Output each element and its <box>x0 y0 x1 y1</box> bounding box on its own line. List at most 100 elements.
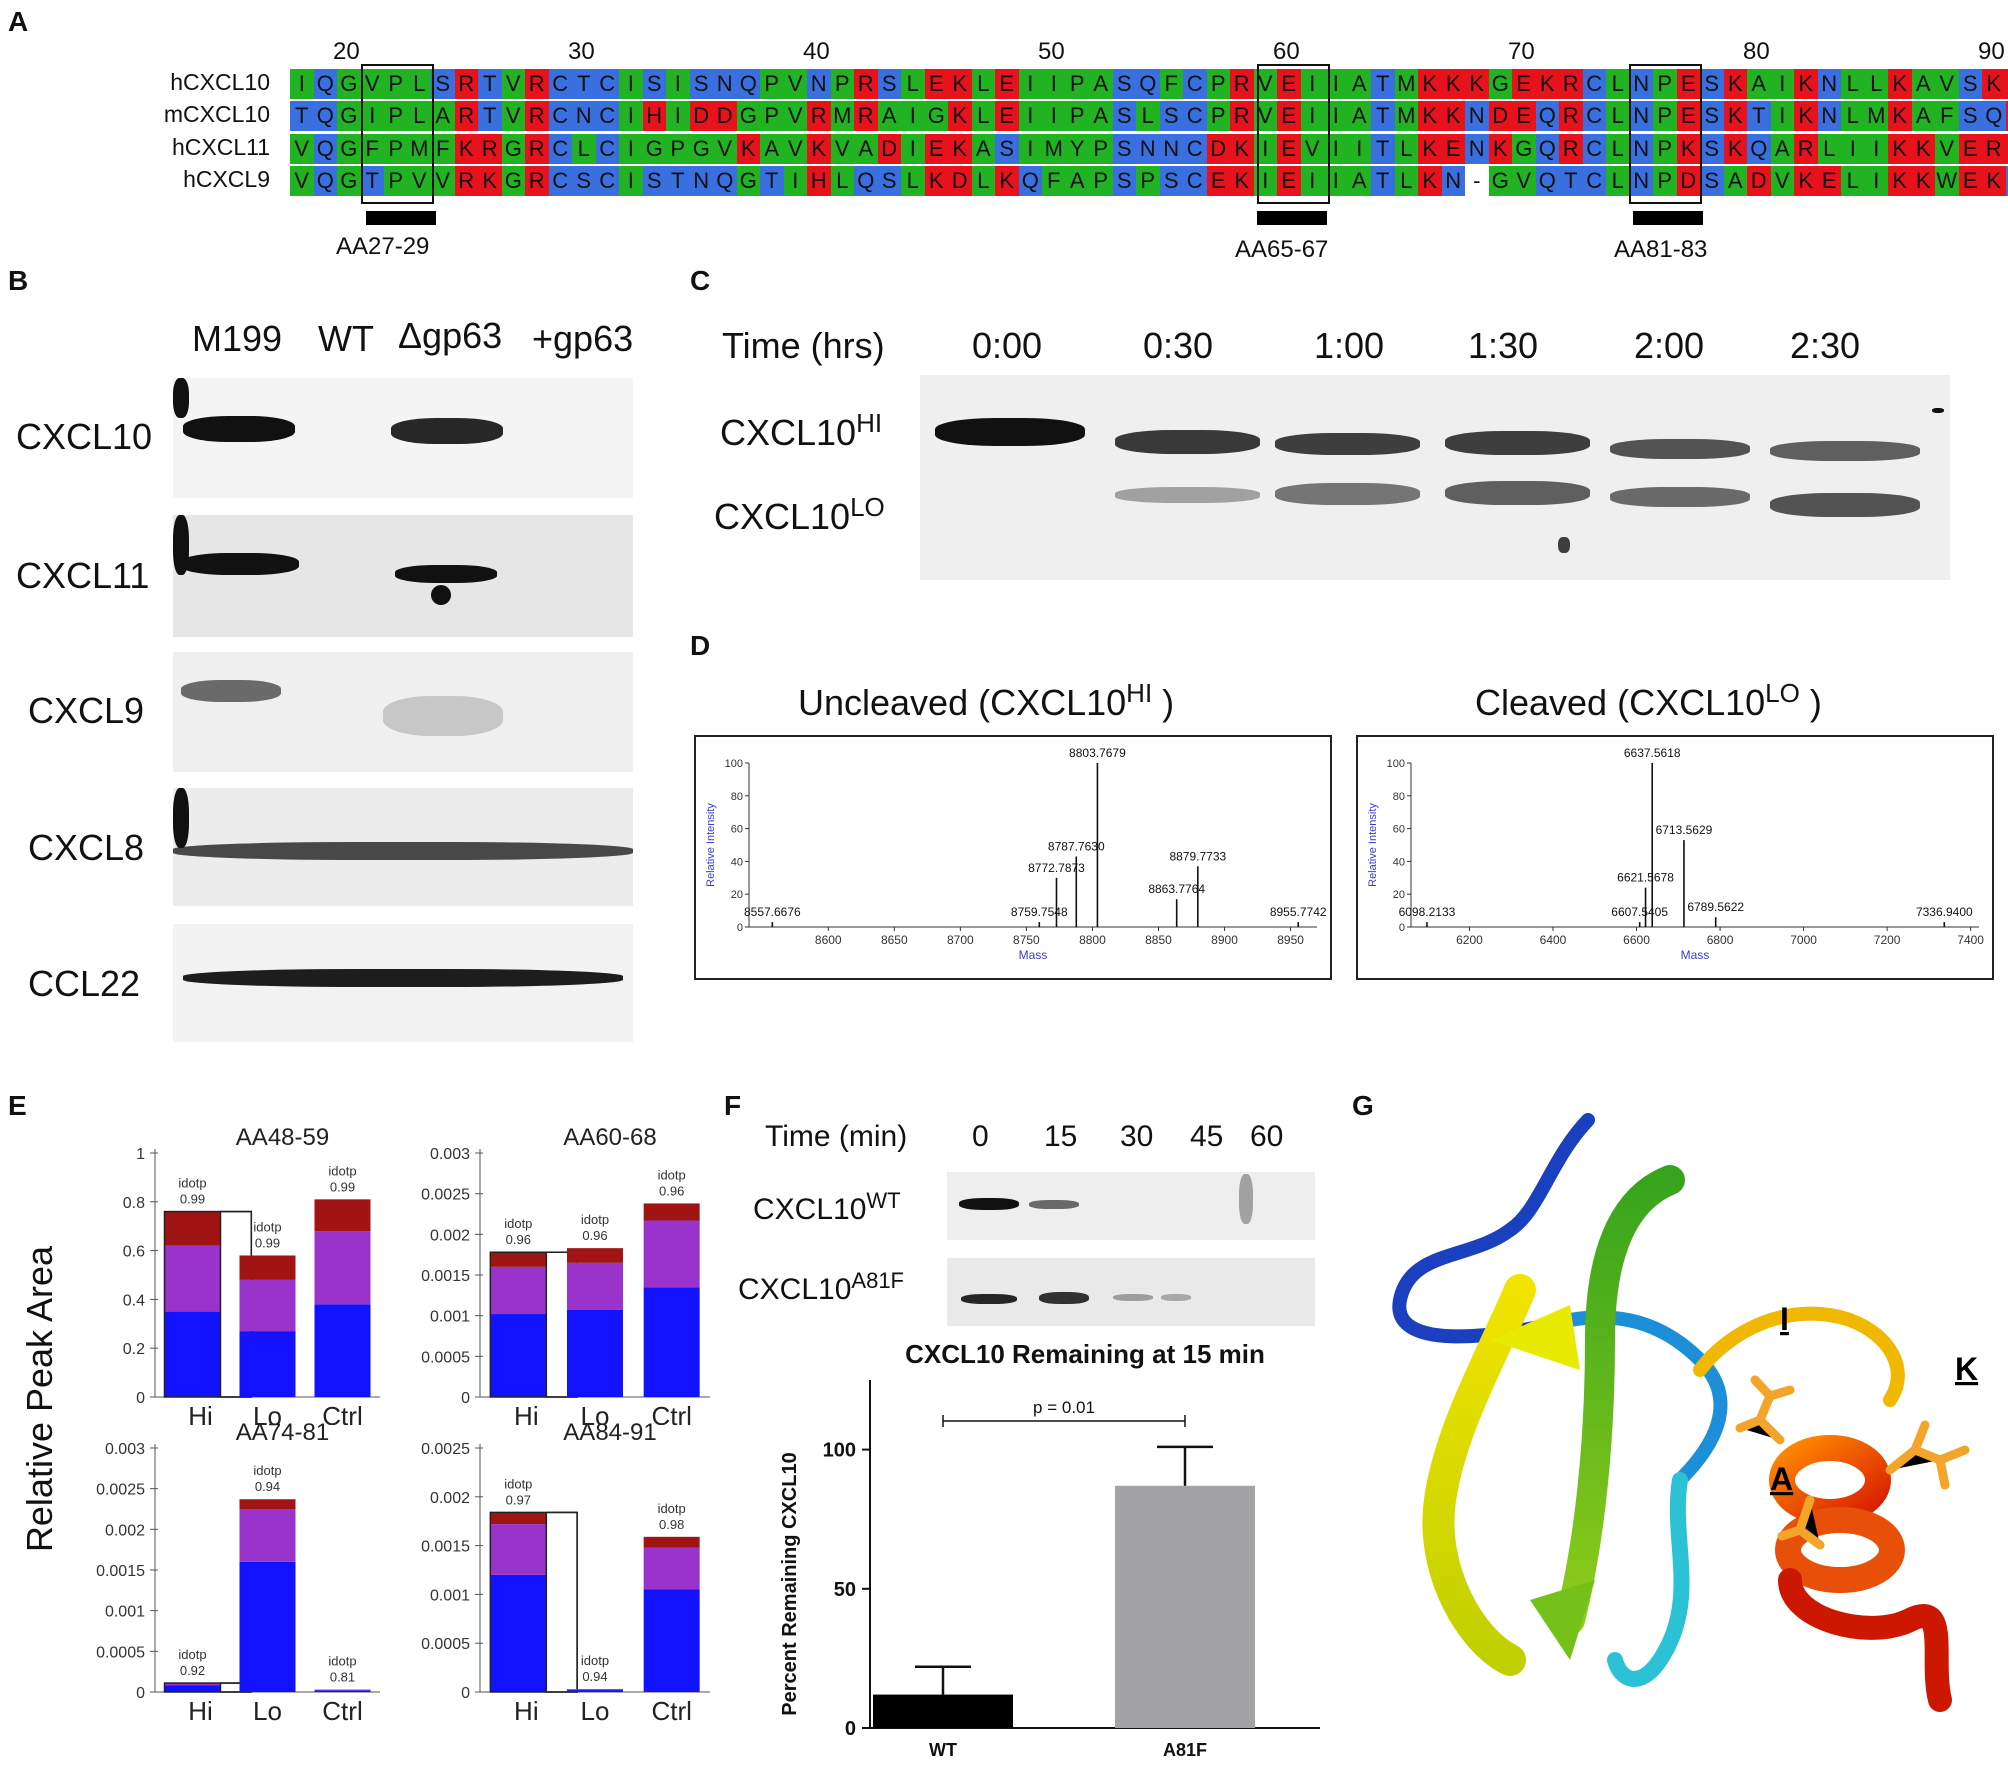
residue: I <box>1253 134 1277 164</box>
residue: T <box>1371 69 1395 99</box>
residue: N <box>572 101 596 131</box>
side-chains <box>1735 1375 1970 1550</box>
residue: L <box>1864 69 1888 99</box>
residue: D <box>1747 166 1771 196</box>
theoretical-outline <box>489 1511 578 1693</box>
y-tick-label: 0.2 <box>123 1341 145 1358</box>
residue: K <box>1441 101 1465 131</box>
residue: E <box>995 101 1019 131</box>
y-tick-label: 0 <box>737 922 743 934</box>
residue: I <box>1300 101 1324 131</box>
residue: K <box>1230 134 1254 164</box>
idotp-label: idotp <box>581 1212 609 1227</box>
y-tick-label: 0.6 <box>123 1244 145 1261</box>
residue: L <box>830 166 854 196</box>
y-tick-label: 0.0025 <box>421 1441 470 1458</box>
panel-g-label: G <box>1352 1090 1374 1121</box>
residue: I <box>783 166 807 196</box>
chart-title: AA48-59 <box>236 1125 329 1151</box>
residue: E <box>924 134 948 164</box>
residue: K <box>1418 134 1442 164</box>
residue: R <box>1982 134 2006 164</box>
y-tick-label: 80 <box>731 791 743 803</box>
residue-label-k: K <box>1955 1351 1978 1387</box>
residue: I <box>619 69 643 99</box>
column-m199: M199 <box>192 318 283 359</box>
blot-cxcl11 <box>173 515 633 637</box>
peak-label: 6713.5629 <box>1656 823 1713 837</box>
position-number: 70 <box>1508 38 1535 65</box>
residue: K <box>1982 166 2006 196</box>
residue: P <box>1653 134 1677 164</box>
residue: V <box>360 69 384 99</box>
position-number: 20 <box>333 38 360 65</box>
x-tick-label: 8900 <box>1211 933 1238 947</box>
time-0-30: 0:30 <box>1143 325 1214 366</box>
y-tick-label: 0.001 <box>430 1587 470 1604</box>
residue: L <box>1606 134 1630 164</box>
residue: K <box>1794 101 1818 131</box>
residue: G <box>1512 134 1536 164</box>
motif-label-81-83: AA81-83 <box>1614 236 1708 263</box>
stack-segment <box>164 1685 221 1692</box>
residue: K <box>1911 134 1935 164</box>
residue: I <box>1300 166 1324 196</box>
residue: R <box>1230 101 1254 131</box>
residue: V <box>783 69 807 99</box>
row-cxcl8: CXCL8 <box>28 827 145 868</box>
residue: Q <box>313 166 337 196</box>
peak-label: 6607.5405 <box>1611 905 1668 919</box>
residue: K <box>1723 134 1747 164</box>
blot-cxcl10 <box>173 378 633 498</box>
stack-segment <box>239 1509 296 1562</box>
residue: I <box>1864 166 1888 196</box>
y-tick-label: 0 <box>136 1685 145 1702</box>
residue: P <box>1089 166 1113 196</box>
residue: P <box>384 69 408 99</box>
residue: R <box>454 69 478 99</box>
row-cxcl11: CXCL11 <box>16 555 150 596</box>
residue: E <box>1277 134 1301 164</box>
residue: Q <box>313 69 337 99</box>
residue: K <box>736 134 760 164</box>
residue-label-a: A <box>1770 1461 1793 1497</box>
residue: C <box>1183 69 1207 99</box>
residue: S <box>1112 101 1136 131</box>
stack-segment <box>164 1211 221 1246</box>
y-tick-label: 0 <box>461 1685 470 1702</box>
peak-label: 8955.7742 <box>1270 905 1327 919</box>
idotp-value: 0.96 <box>582 1228 607 1243</box>
residue: Q <box>1018 166 1042 196</box>
residue: Q <box>1982 101 2006 131</box>
residue: E <box>1958 134 1982 164</box>
residue: H <box>807 166 831 196</box>
column-wt: WT <box>318 318 374 359</box>
residue: N <box>1817 101 1841 131</box>
position-number: 40 <box>803 38 830 65</box>
stack-segment <box>314 1199 371 1232</box>
y-axis-label: Percent Remaining CXCL10 <box>779 1452 801 1715</box>
category-label: Ctrl <box>651 1401 691 1425</box>
residue: N <box>713 69 737 99</box>
residue: P <box>666 134 690 164</box>
loop-yellow-orange <box>1693 1306 1905 1407</box>
x-tick-label: 7000 <box>1790 933 1817 947</box>
peak-label: 8863.7764 <box>1148 882 1205 896</box>
helix-c-terminus <box>1778 1568 1952 1712</box>
stack-segment <box>314 1304 371 1397</box>
cxcl10-structure-ribbon: I K A <box>1392 1113 1978 1712</box>
residue: G <box>689 134 713 164</box>
residue: I <box>666 101 690 131</box>
residue: G <box>1488 166 1512 196</box>
residue: V <box>1770 166 1794 196</box>
residue: C <box>1183 166 1207 196</box>
y-tick-label: 0.0025 <box>421 1187 470 1204</box>
p-value: p = 0.01 <box>1033 1398 1095 1417</box>
idotp-label: idotp <box>178 1647 206 1662</box>
residue: I <box>360 101 384 131</box>
y-tick-label: 0.0015 <box>421 1268 470 1285</box>
residue: R <box>454 101 478 131</box>
stack-segment <box>567 1689 623 1691</box>
column-plus-gp63: +gp63 <box>532 318 634 359</box>
residue: D <box>1676 166 1700 196</box>
